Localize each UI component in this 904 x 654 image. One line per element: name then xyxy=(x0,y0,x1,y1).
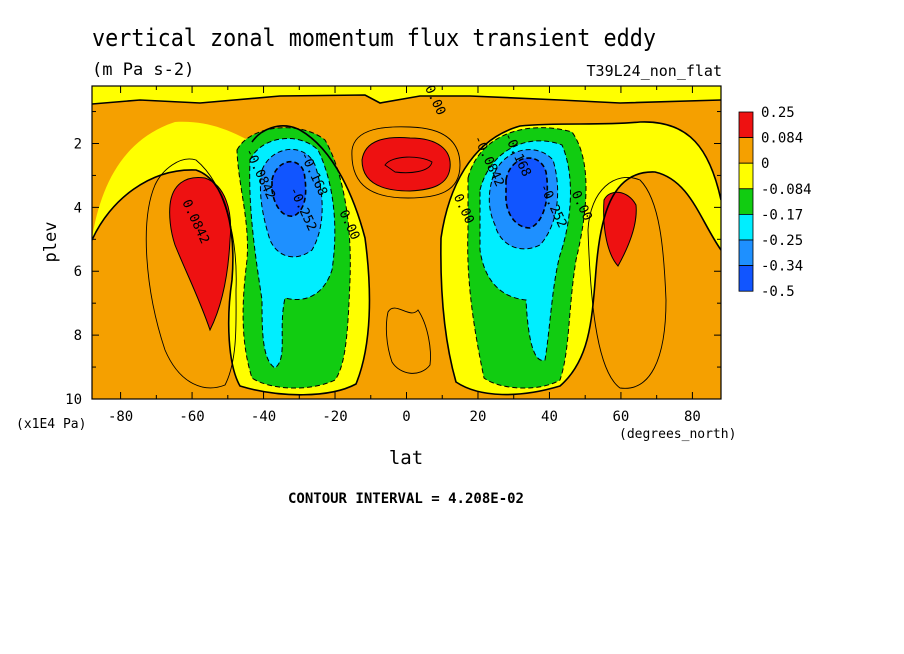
neg-contour-nh-3 xyxy=(488,149,559,250)
neg-contour-sh-3 xyxy=(259,149,323,258)
red-region-equator xyxy=(362,137,451,191)
neg-contour-sh-1 xyxy=(236,127,351,389)
colorbar-swatch xyxy=(738,265,754,292)
zero-contour-nh xyxy=(440,171,721,396)
pos-contour-eq-bottom xyxy=(385,307,431,374)
red-edge-equator xyxy=(361,137,451,192)
y-tick-label: 6 xyxy=(74,264,82,280)
pos-contour-eq-inner xyxy=(384,156,433,174)
units-label: (m Pa s-2) xyxy=(92,60,194,80)
neg-contour-sh-4 xyxy=(271,160,307,217)
y-tick-label: 8 xyxy=(74,328,82,344)
x-tick-label: 20 xyxy=(470,409,487,425)
neg-contour-nh-2 xyxy=(479,140,571,361)
x-tick-label: 60 xyxy=(613,409,630,425)
x-tick-label: 40 xyxy=(541,409,558,425)
contour-lines xyxy=(92,94,721,396)
colorbar-label: 0 xyxy=(761,156,769,172)
colorbar-swatch xyxy=(738,162,754,190)
deep-blue-core-nh xyxy=(505,158,548,228)
colorbar-label: -0.084 xyxy=(761,182,812,198)
x-tick-label: 0 xyxy=(402,409,410,425)
pos-contour-nh-outer xyxy=(587,177,667,389)
colorbar-swatch xyxy=(738,239,754,267)
neg-contour-nh-1 xyxy=(467,127,587,389)
x-tick-label: -80 xyxy=(108,409,133,425)
plot-area: 0.000.0842-0.0842 -0.168-0.252 0.00 0.00-0.… xyxy=(92,86,721,399)
zero-contour-top xyxy=(92,94,721,105)
x-tick-label: -40 xyxy=(251,409,276,425)
x-tick-label: -60 xyxy=(179,409,204,425)
x-tick-label: 80 xyxy=(684,409,701,425)
colorbar-label: -0.25 xyxy=(761,233,803,249)
y-tick-label: 2 xyxy=(74,136,82,152)
red-region-nh xyxy=(603,192,637,266)
colorbar-label: 0.25 xyxy=(761,105,795,121)
x-tick-label: -20 xyxy=(322,409,347,425)
colorbar-label: 0.084 xyxy=(761,131,803,147)
red-edge-sh xyxy=(169,176,232,332)
dataset-label: T39L24_non_flat xyxy=(587,62,722,80)
y-tick-label: 10 xyxy=(65,392,82,408)
colorbar-swatch xyxy=(738,111,754,139)
contour-interval-label: CONTOUR INTERVAL = 4.208E-02 xyxy=(288,491,524,507)
zero-contour-sh xyxy=(92,125,371,396)
red-region-sh xyxy=(169,177,231,330)
pos-contour-sh-outer xyxy=(145,158,237,389)
colorbar-label: -0.34 xyxy=(761,259,803,275)
neg-contour-nh-4 xyxy=(505,157,549,229)
y-axis-label: plev xyxy=(41,222,61,263)
pos-contour-eq-outer xyxy=(351,126,461,199)
y-axis-units: (x1E4 Pa) xyxy=(16,417,86,432)
colorbar: 0.25 0.084 0 -0.084 -0.17 -0.25 -0.34 -0.5 xyxy=(738,105,812,300)
colorbar-swatch xyxy=(738,213,754,241)
colorbar-label: -0.17 xyxy=(761,207,803,223)
zero-contour-nh-top xyxy=(440,121,721,239)
x-axis-ticks: -80 -60 -40 -20 0 20 40 60 80 xyxy=(108,86,701,425)
y-tick-label: 4 xyxy=(74,200,82,216)
y-axis-ticks: 2 4 6 8 10 xyxy=(65,111,721,408)
colorbar-swatch xyxy=(738,137,754,164)
colorbar-swatch xyxy=(738,188,754,215)
x-axis-units: (degrees_north) xyxy=(619,427,736,442)
deep-blue-core-sh xyxy=(272,161,306,217)
colorbar-label: -0.5 xyxy=(761,284,795,300)
red-edge-nh xyxy=(603,191,637,267)
x-axis-label: lat xyxy=(389,447,423,469)
plot-title: vertical zonal momentum flux transient e… xyxy=(92,24,656,52)
